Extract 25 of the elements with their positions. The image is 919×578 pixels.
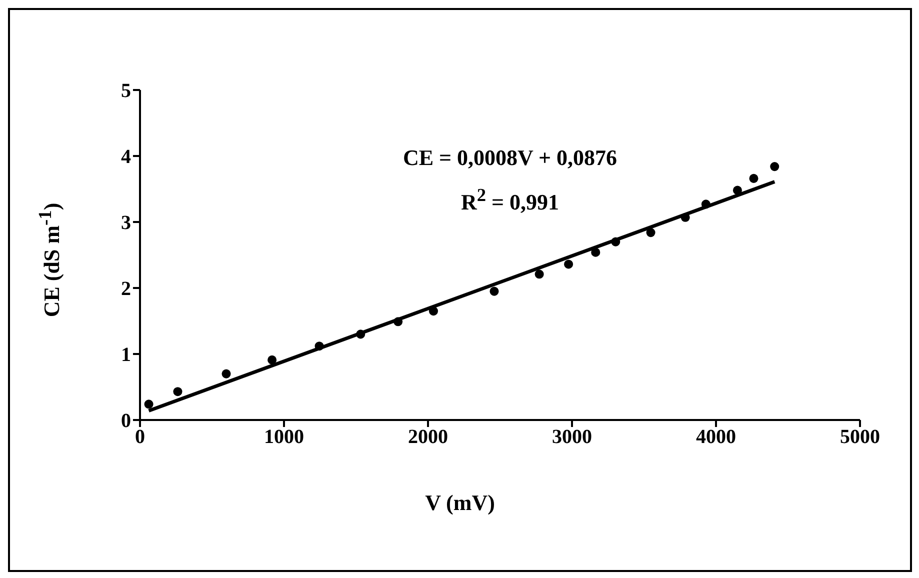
point [490,286,499,296]
y-tick-label: 3 [121,212,131,234]
y-tick-label: 0 [121,410,131,432]
point [749,174,758,183]
point [268,355,277,364]
x-tick-label: 4000 [696,426,736,448]
x-tick-label: 1000 [264,426,304,448]
x-axis-title: V (mV) [424,490,496,516]
y-tick-label: 5 [121,80,131,102]
point [144,400,154,409]
point [173,387,182,396]
x-tick-label: 0 [135,426,145,448]
x-tick-label: 5000 [840,426,880,448]
x-tick-label: 2000 [408,426,448,448]
y-tick-label: 2 [121,278,131,300]
point [222,369,231,378]
point [646,228,656,238]
y-tick-label: 1 [121,344,131,366]
point [770,162,780,172]
point [534,270,544,279]
x-tick-label: 3000 [552,426,592,448]
annotation: R$^{2}$ = 0,991 [460,185,560,216]
annotation: CE = 0,0008V + 0,0876 [402,145,618,171]
point [564,260,574,269]
y-tick-label: 4 [121,146,131,168]
